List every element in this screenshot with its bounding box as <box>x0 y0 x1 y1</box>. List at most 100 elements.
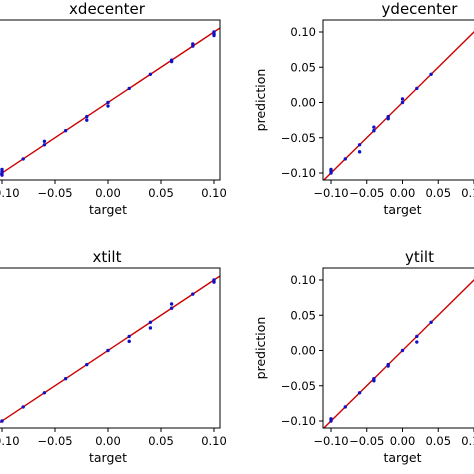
panel-ydecenter: ydecenter−0.10−0.050.000.050.10−0.10−0.0… <box>253 0 474 217</box>
data-point <box>127 334 131 339</box>
reference-line <box>323 31 474 180</box>
data-point <box>400 100 405 105</box>
y-tick-label: −0.10 <box>281 166 316 180</box>
data-point <box>191 292 195 296</box>
x-tick-label: −0.05 <box>349 434 384 448</box>
axes-frame <box>322 19 474 181</box>
data-point <box>21 157 25 161</box>
x-tick-label: 0.10 <box>461 186 474 200</box>
data-point <box>42 391 47 395</box>
data-point <box>357 150 362 154</box>
x-tick-label: 0.00 <box>390 186 416 200</box>
data-point <box>372 379 376 383</box>
data-point <box>343 405 347 409</box>
data-point <box>400 348 405 353</box>
y-tick-label: −0.10 <box>281 414 316 428</box>
x-tick-label: −0.10 <box>0 434 20 448</box>
data-point <box>42 139 47 143</box>
x-tick-label: 0.05 <box>148 186 174 200</box>
y-axis-label: prediction <box>253 317 268 380</box>
x-tick-label: −0.05 <box>37 434 72 448</box>
y-axis-label: prediction <box>253 69 268 132</box>
x-tick-label: 0.05 <box>425 434 451 448</box>
y-tick-label: 0.05 <box>290 60 316 74</box>
reference-line <box>0 27 220 176</box>
chart-title: xtilt <box>93 248 122 266</box>
data-point <box>415 340 419 344</box>
x-tick-label: 0.00 <box>95 434 121 448</box>
x-tick-label: 0.00 <box>390 434 416 448</box>
x-axis-label: target <box>89 450 127 465</box>
data-point <box>169 59 174 64</box>
data-point <box>386 364 390 368</box>
x-tick-label: −0.10 <box>313 186 348 200</box>
data-point <box>415 334 419 339</box>
x-tick-label: 0.10 <box>201 434 227 448</box>
x-axis-label: target <box>383 202 421 217</box>
x-tick-label: 0.10 <box>201 186 227 200</box>
data-point <box>357 143 362 147</box>
x-tick-label: 0.10 <box>461 434 474 448</box>
data-point <box>85 118 89 122</box>
data-point <box>0 173 4 177</box>
x-tick-label: −0.10 <box>0 186 20 200</box>
data-point <box>106 348 110 353</box>
data-point <box>127 339 131 344</box>
x-tick-label: −0.05 <box>37 186 72 200</box>
x-tick-label: −0.10 <box>313 434 348 448</box>
data-point <box>386 117 390 121</box>
data-point <box>372 129 376 133</box>
data-point <box>343 157 347 161</box>
y-tick-label: −0.05 <box>281 379 316 393</box>
data-point <box>85 362 89 367</box>
data-point <box>429 320 433 324</box>
data-point <box>372 125 376 129</box>
data-point <box>148 326 153 330</box>
data-point <box>42 143 47 147</box>
data-point <box>0 419 4 423</box>
data-point <box>329 167 333 172</box>
x-tick-label: 0.05 <box>148 434 174 448</box>
data-point <box>106 100 110 105</box>
data-point <box>429 72 433 77</box>
y-tick-label: 0.00 <box>290 344 316 358</box>
data-point <box>329 417 333 421</box>
reference-line <box>0 275 220 424</box>
data-point <box>21 405 25 409</box>
panel-xtilt: xtilt −0.10 −0.05 0.00 0.05 0.10 target <box>0 248 227 465</box>
data-point <box>63 129 68 133</box>
data-point <box>106 104 110 108</box>
x-axis-label: target <box>383 450 421 465</box>
data-point <box>169 306 174 310</box>
y-tick-label: 0.00 <box>290 96 316 110</box>
y-tick-label: 0.10 <box>290 273 316 287</box>
chart-title: ytilt <box>405 248 434 266</box>
x-axis-label: target <box>89 202 127 217</box>
axes-frame <box>322 267 474 429</box>
x-tick-label: 0.05 <box>425 186 451 200</box>
x-tick-label: −0.05 <box>349 186 384 200</box>
data-point <box>415 86 419 91</box>
data-point <box>148 72 153 77</box>
axes-frame <box>0 19 221 181</box>
data-point <box>85 114 89 119</box>
chart-title: xdecenter <box>69 0 146 18</box>
data-point <box>0 167 4 172</box>
data-point <box>357 391 362 395</box>
y-tick-label: 0.05 <box>290 308 316 322</box>
y-tick-label: 0.10 <box>290 25 316 39</box>
data-point <box>169 302 174 306</box>
data-point <box>191 42 195 46</box>
axes-frame <box>0 267 221 429</box>
x-tick-label: 0.00 <box>95 186 121 200</box>
y-tick-label: −0.05 <box>281 131 316 145</box>
chart-title: ydecenter <box>382 0 459 18</box>
panel-ytilt: ytilt−0.10−0.050.000.050.10−0.10−0.050.0… <box>253 248 474 465</box>
data-point <box>63 377 68 381</box>
data-point <box>212 33 216 38</box>
data-point <box>127 86 131 91</box>
data-point <box>400 97 405 101</box>
panel-xdecenter: xdecenter −0.10 −0.05 0.00 0.05 0.10 target <box>0 0 227 217</box>
data-point <box>148 320 153 324</box>
